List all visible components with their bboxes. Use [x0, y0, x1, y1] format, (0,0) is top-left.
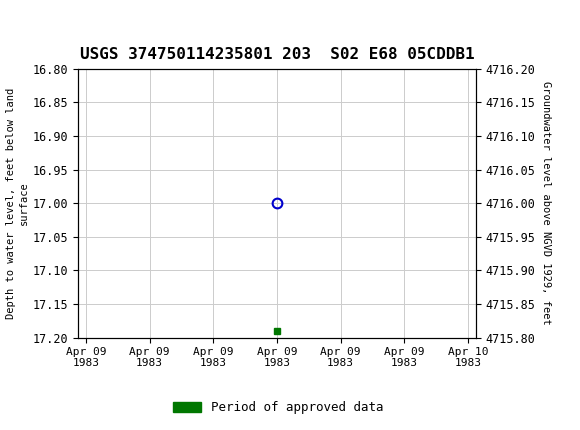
- Legend: Period of approved data: Period of approved data: [168, 396, 389, 419]
- Title: USGS 374750114235801 203  S02 E68 05CDDB1: USGS 374750114235801 203 S02 E68 05CDDB1: [79, 47, 474, 62]
- Text: ≈USGS: ≈USGS: [9, 12, 63, 29]
- Y-axis label: Depth to water level, feet below land
surface: Depth to water level, feet below land su…: [6, 88, 29, 319]
- Y-axis label: Groundwater level above NGVD 1929, feet: Groundwater level above NGVD 1929, feet: [541, 81, 551, 325]
